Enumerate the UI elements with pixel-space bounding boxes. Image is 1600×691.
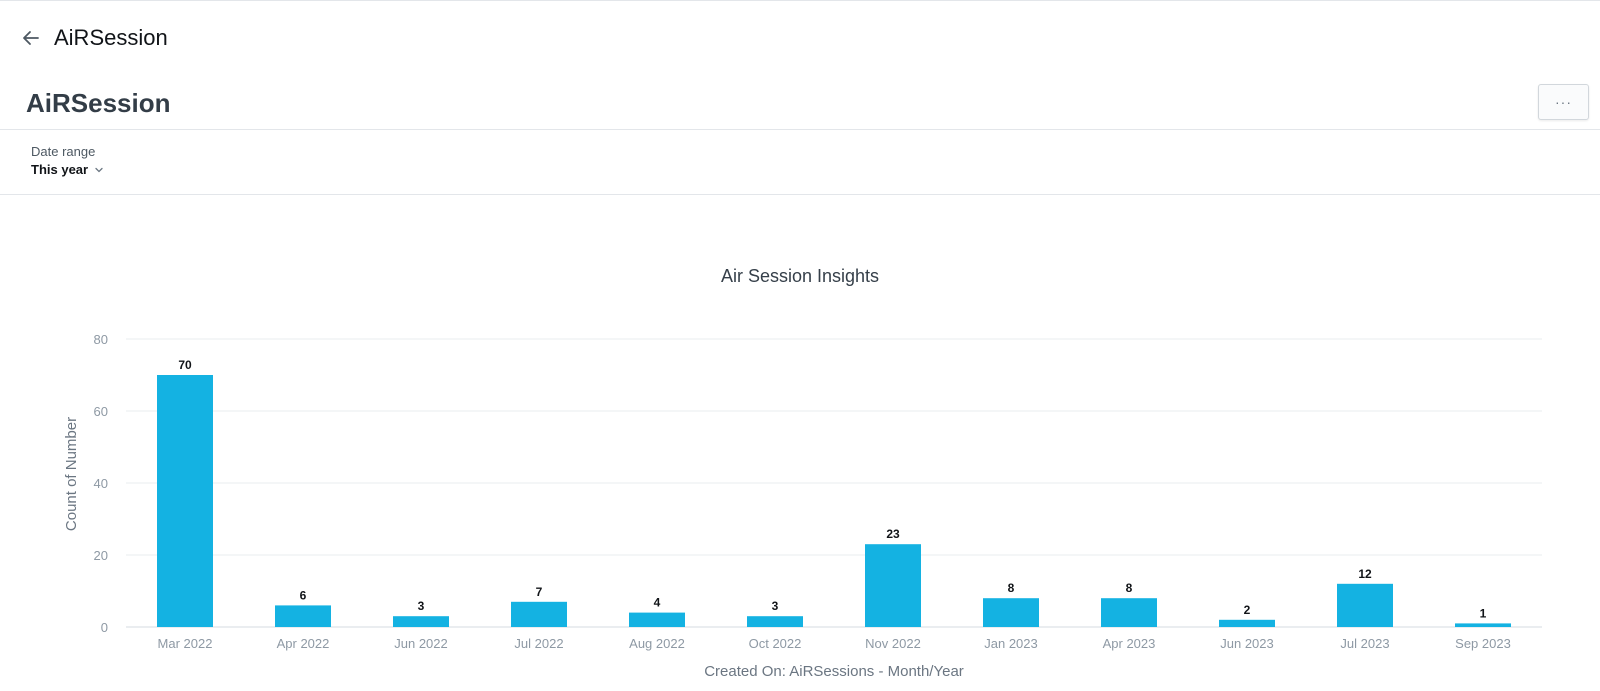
chart-area: Air Session Insights 0 20 40 60 80 70 Mar 202…: [0, 196, 1600, 691]
bar[interactable]: [1455, 623, 1511, 627]
bar[interactable]: [1337, 583, 1393, 627]
x-tick-label: Apr 2023: [1103, 636, 1156, 651]
chart-title: Air Session Insights: [721, 266, 879, 286]
bar[interactable]: [393, 616, 449, 627]
chevron-down-icon: [95, 167, 103, 172]
page-title: AiRSession: [26, 88, 171, 118]
filter-bar: Date range This year: [0, 130, 1600, 195]
x-tick-label: Jul 2023: [1340, 636, 1389, 651]
date-range-dropdown[interactable]: This year: [31, 162, 104, 177]
date-range-value: This year: [31, 162, 89, 177]
x-tick-label: Mar 2022: [158, 636, 213, 651]
bar[interactable]: [1101, 598, 1157, 627]
x-tick-label: Nov 2022: [865, 636, 921, 651]
y-tick-label: 60: [94, 404, 108, 419]
x-tick-label: Jun 2023: [1220, 636, 1274, 651]
x-tick-label: Jul 2022: [514, 636, 563, 651]
data-label: 4: [654, 596, 661, 610]
bar[interactable]: [511, 601, 567, 627]
bar[interactable]: [275, 605, 331, 627]
x-tick-label: Jan 2023: [984, 636, 1038, 651]
top-bar: AiRSession: [0, 0, 1600, 72]
bar[interactable]: [1219, 619, 1275, 627]
data-label: 8: [1008, 581, 1015, 595]
bar[interactable]: [983, 598, 1039, 627]
bar-chart: Air Session Insights 0 20 40 60 80 70 Mar 202…: [63, 266, 1542, 680]
page-header: AiRSession ···: [0, 72, 1600, 130]
data-label: 8: [1126, 581, 1133, 595]
top-bar-title: AiRSession: [54, 25, 168, 50]
x-tick-label: Jun 2022: [394, 636, 448, 651]
data-label: 6: [300, 588, 307, 602]
data-label: 2: [1244, 603, 1251, 617]
data-label: 7: [536, 585, 543, 599]
x-tick-label: Sep 2023: [1455, 636, 1511, 651]
data-label: 23: [886, 527, 900, 541]
x-tick-label: Aug 2022: [629, 636, 685, 651]
data-label: 3: [418, 599, 425, 613]
y-axis-label: Count of Number: [63, 417, 80, 531]
x-axis-label: Created On: AiRSessions - Month/Year: [704, 663, 964, 680]
x-tick-label: Oct 2022: [749, 636, 802, 651]
bar[interactable]: [865, 544, 921, 627]
data-label: 12: [1358, 567, 1372, 581]
y-tick-label: 20: [94, 548, 108, 563]
data-label: 1: [1480, 606, 1487, 620]
bar[interactable]: [157, 375, 213, 627]
bar[interactable]: [629, 612, 685, 627]
y-tick-label: 40: [94, 476, 108, 491]
y-tick-label: 0: [101, 620, 108, 635]
data-label: 70: [178, 358, 192, 372]
more-options-button[interactable]: ···: [1538, 84, 1589, 120]
bar[interactable]: [747, 616, 803, 627]
x-tick-label: Apr 2022: [277, 636, 330, 651]
y-tick-label: 80: [94, 332, 108, 347]
date-range-label: Date range: [31, 144, 96, 159]
data-label: 3: [772, 599, 779, 613]
arrow-left-icon[interactable]: [20, 27, 42, 49]
